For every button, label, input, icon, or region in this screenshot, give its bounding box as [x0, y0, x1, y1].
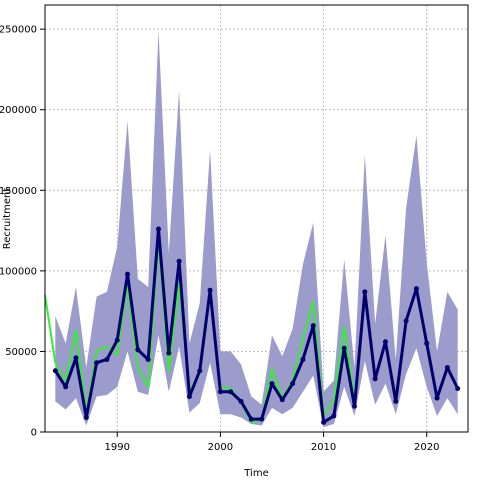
x-tick-label: 2010	[311, 442, 336, 453]
estimate-point	[73, 355, 79, 361]
estimate-point	[259, 416, 265, 422]
estimate-point	[362, 289, 368, 295]
x-axis: 1990 2000 2010 2020	[104, 432, 439, 453]
estimate-point	[382, 339, 388, 345]
estimate-point	[300, 356, 306, 362]
estimate-point	[135, 347, 141, 353]
estimate-point	[434, 395, 440, 401]
y-tick-label: 100000	[0, 266, 37, 277]
estimate-point	[83, 414, 89, 420]
estimate-point	[413, 286, 419, 292]
y-tick-label: 250000	[0, 25, 37, 36]
y-axis: 0 50000 100000 150000 200000 250000	[0, 25, 45, 439]
x-tick-label: 1990	[104, 442, 129, 453]
estimate-point	[238, 398, 244, 404]
estimate-point	[217, 389, 223, 395]
estimate-point	[207, 287, 213, 293]
x-tick-label: 2020	[414, 442, 439, 453]
estimate-point	[155, 226, 161, 232]
estimate-point	[393, 398, 399, 404]
estimate-point	[104, 356, 110, 362]
estimate-point	[424, 340, 430, 346]
y-axis-title: Recruitment	[2, 188, 13, 250]
confidence-band	[55, 30, 458, 428]
y-tick-label: 150000	[0, 186, 37, 197]
plot-frame	[44, 4, 469, 433]
x-tick-label: 2000	[208, 442, 233, 453]
estimate-point	[341, 345, 347, 351]
estimate-point	[310, 323, 316, 329]
estimate-point	[186, 394, 192, 400]
y-tick-label: 50000	[5, 347, 37, 358]
estimate-line	[54, 227, 460, 424]
estimate-point	[403, 318, 409, 324]
estimate-point	[94, 360, 100, 366]
estimate-point	[444, 365, 450, 371]
y-tick-label: 200000	[0, 105, 37, 116]
estimate-point	[248, 416, 254, 422]
estimate-point	[63, 384, 69, 390]
estimate-point	[372, 376, 378, 382]
estimate-point	[166, 350, 172, 356]
estimate-point	[352, 403, 358, 409]
estimate-point	[114, 337, 120, 343]
estimate-point	[269, 381, 275, 387]
estimate-point	[228, 389, 234, 395]
estimate-point	[52, 368, 58, 374]
estimate-point	[290, 381, 296, 387]
estimate-point	[176, 258, 182, 264]
estimate-point	[455, 385, 461, 391]
estimate-point	[125, 271, 131, 277]
estimate-point	[331, 413, 337, 419]
estimate-series-layer	[52, 226, 461, 425]
estimate-point	[321, 419, 327, 425]
estimate-point	[197, 368, 203, 374]
estimate-point	[279, 397, 285, 403]
confidence-band-layer	[55, 30, 458, 428]
estimate-point	[145, 356, 151, 362]
y-tick-label: 0	[31, 428, 37, 439]
x-axis-title: Time	[243, 468, 268, 479]
